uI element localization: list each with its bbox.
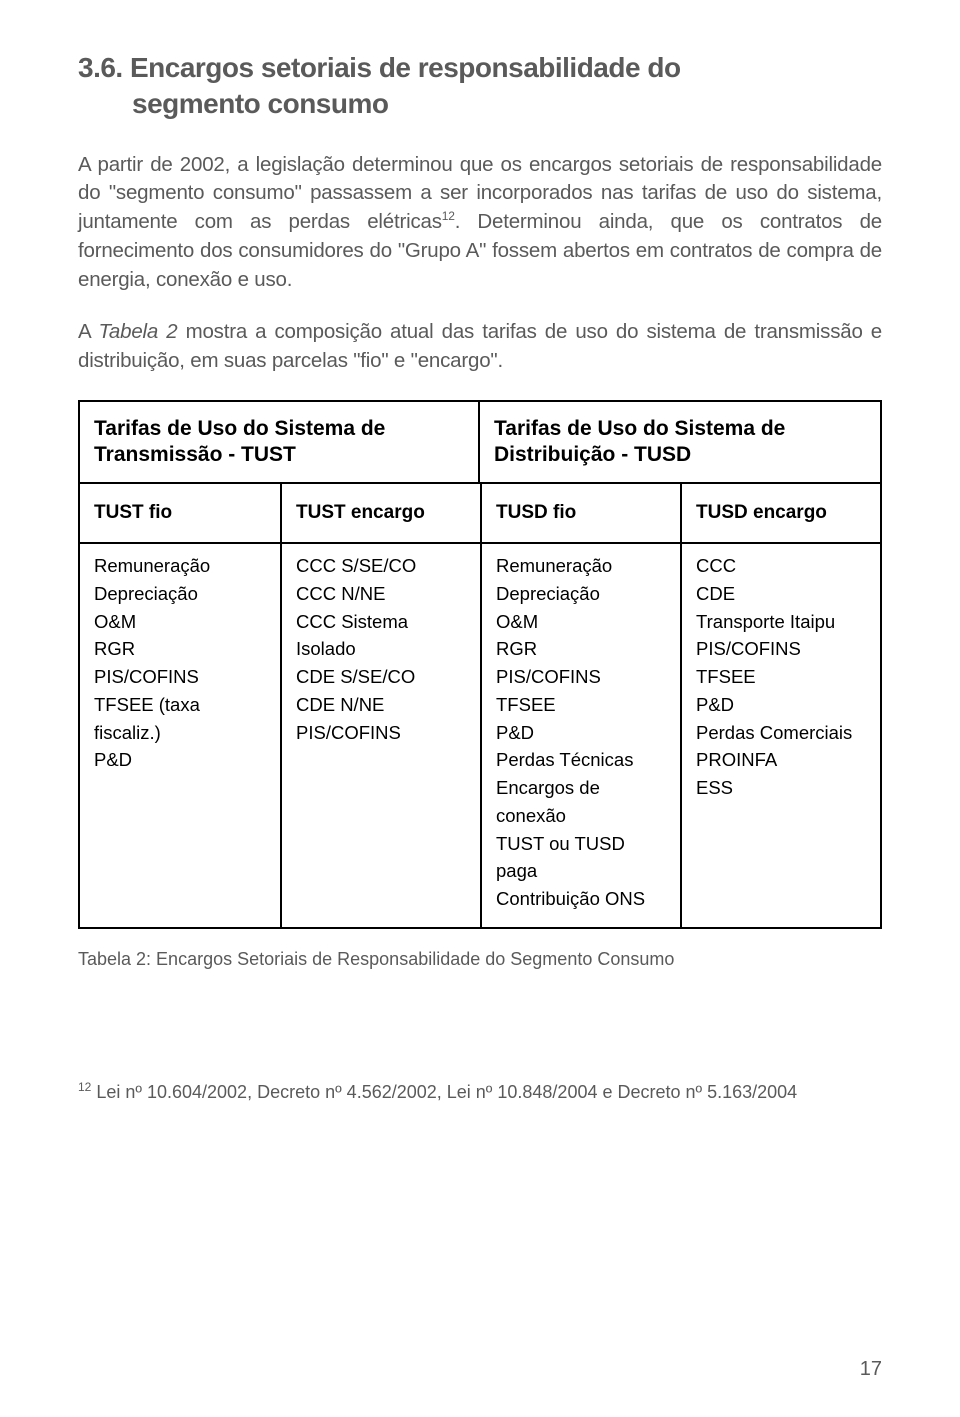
table-cell-item: PIS/COFINS bbox=[296, 719, 470, 747]
table-cell-item: PIS/COFINS bbox=[696, 635, 870, 663]
table-cell-item: Perdas Técnicas bbox=[496, 746, 670, 774]
p2-table-ref: Tabela 2 bbox=[98, 320, 177, 343]
table-cell-item: P&D bbox=[94, 746, 270, 774]
table-cell-item: Remuneração bbox=[94, 552, 270, 580]
section-title-part2: segmento consumo bbox=[78, 86, 882, 122]
section-number: 3.6. bbox=[78, 52, 123, 83]
table-cell-item: RGR bbox=[94, 635, 270, 663]
table-cell-item: TUST ou TUSD paga bbox=[496, 830, 670, 886]
col-tusd-fio: RemuneraçãoDepreciaçãoO&MRGRPIS/COFINSTF… bbox=[480, 544, 680, 927]
subheader-tust-encargo: TUST encargo bbox=[280, 484, 480, 542]
table-cell-item: TFSEE bbox=[696, 663, 870, 691]
subheader-tusd-encargo: TUSD encargo bbox=[680, 484, 880, 542]
subheader-tusd-fio: TUSD fio bbox=[480, 484, 680, 542]
table-cell-item: PIS/COFINS bbox=[496, 663, 670, 691]
col-tust-fio: RemuneraçãoDepreciaçãoO&MRGRPIS/COFINSTF… bbox=[80, 544, 280, 927]
col-tust-encargo: CCC S/SE/COCCC N/NECCC Sistema IsoladoCD… bbox=[280, 544, 480, 927]
table-cell-item: Depreciação bbox=[496, 580, 670, 608]
table-cell-item: CCC S/SE/CO bbox=[296, 552, 470, 580]
table-cell-item: Depreciação bbox=[94, 580, 270, 608]
col-tusd-encargo: CCCCDETransporte ItaipuPIS/COFINSTFSEEP&… bbox=[680, 544, 880, 927]
paragraph-2: A Tabela 2 mostra a composição atual das… bbox=[78, 318, 882, 375]
table-cell-item: O&M bbox=[496, 608, 670, 636]
table-header-tust: Tarifas de Uso do Sistema de Transmissão… bbox=[80, 402, 480, 483]
table-cell-item: Transporte Itaipu bbox=[696, 608, 870, 636]
table-cell-item: P&D bbox=[496, 719, 670, 747]
table-cell-item: Contribuição ONS bbox=[496, 885, 670, 913]
table-caption: Tabela 2: Encargos Setoriais de Responsa… bbox=[78, 949, 882, 970]
table-header-tusd: Tarifas de Uso do Sistema de Distribuiçã… bbox=[480, 402, 880, 483]
paragraph-1: A partir de 2002, a legislação determino… bbox=[78, 151, 882, 294]
table-cell-item: RGR bbox=[496, 635, 670, 663]
footnote-number: 12 bbox=[78, 1080, 91, 1094]
table-cell-item: CDE bbox=[696, 580, 870, 608]
table-cell-item: Remuneração bbox=[496, 552, 670, 580]
page-number: 17 bbox=[860, 1358, 882, 1381]
table-cell-item: O&M bbox=[94, 608, 270, 636]
table-cell-item: CCC bbox=[696, 552, 870, 580]
table-cell-item: CCC N/NE bbox=[296, 580, 470, 608]
table-cell-item: CDE N/NE bbox=[296, 691, 470, 719]
p2-a: A bbox=[78, 320, 98, 343]
table-cell-item: CCC Sistema Isolado bbox=[296, 608, 470, 664]
table-cell-item: CDE S/SE/CO bbox=[296, 663, 470, 691]
p2-b: mostra a composição atual das tarifas de… bbox=[78, 320, 882, 372]
table-subheader-row: TUST fio TUST encargo TUSD fio TUSD enca… bbox=[80, 484, 880, 544]
footnote-text: Lei nº 10.604/2002, Decreto nº 4.562/200… bbox=[91, 1082, 797, 1102]
tariff-table: Tarifas de Uso do Sistema de Transmissão… bbox=[78, 400, 882, 929]
table-cell-item: P&D bbox=[696, 691, 870, 719]
subheader-tust-fio: TUST fio bbox=[80, 484, 280, 542]
table-cell-item: TFSEE (taxa fiscaliz.) bbox=[94, 691, 270, 747]
table-cell-item: PIS/COFINS bbox=[94, 663, 270, 691]
table-cell-item: TFSEE bbox=[496, 691, 670, 719]
table-cell-item: Perdas Comerciais bbox=[696, 719, 870, 747]
footnote: 12 Lei nº 10.604/2002, Decreto nº 4.562/… bbox=[78, 1080, 882, 1103]
section-title: 3.6. Encargos setoriais de responsabilid… bbox=[78, 50, 882, 123]
table-body-row: RemuneraçãoDepreciaçãoO&MRGRPIS/COFINSTF… bbox=[80, 544, 880, 927]
table-header-row: Tarifas de Uso do Sistema de Transmissão… bbox=[80, 402, 880, 485]
p1-footnote-ref: 12 bbox=[442, 209, 455, 223]
table-cell-item: ESS bbox=[696, 774, 870, 802]
section-title-part1: Encargos setoriais de responsabilidade d… bbox=[130, 52, 681, 83]
table-cell-item: PROINFA bbox=[696, 746, 870, 774]
table-cell-item: Encargos de conexão bbox=[496, 774, 670, 830]
